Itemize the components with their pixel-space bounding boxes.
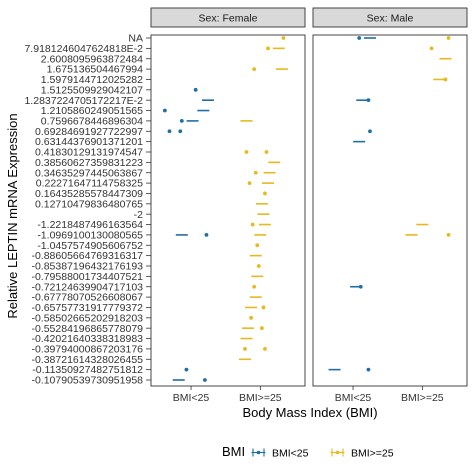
data-point <box>244 150 249 154</box>
y-tick-label: 0.7596678446896304 <box>41 116 143 128</box>
data-point <box>178 129 183 134</box>
data-point <box>256 264 261 268</box>
y-tick-label: 1.2105860249051565 <box>41 105 143 117</box>
y-tick-label: 0.41830129131974547 <box>35 147 143 159</box>
y-tick-label: -0.11350927482751812 <box>32 364 143 376</box>
y-tick-label: -1.0457574905606752 <box>37 240 143 252</box>
data-point <box>250 222 255 227</box>
y-tick-label: 0.63144376901371201 <box>35 136 143 148</box>
y-tick-label: 0.34635297445063867 <box>35 167 143 179</box>
y-tick-label: 1.2837224705172217E-2 <box>24 95 143 107</box>
legend-key-dot <box>256 450 261 455</box>
data-point <box>446 233 451 237</box>
y-tick-label: -0.65757731917779372 <box>31 302 143 314</box>
x-axis-title: Body Mass Index (BMI) <box>242 405 377 420</box>
legend: BMI BMI<25 BMI>=25 <box>222 443 394 462</box>
data-point <box>249 315 254 320</box>
y-tick-label: NA <box>128 33 143 45</box>
facet-strip <box>150 7 306 28</box>
data-point <box>358 284 363 289</box>
data-point <box>443 77 448 82</box>
data-point <box>429 46 434 51</box>
y-tick-label: 1.5979144712025282 <box>41 74 143 86</box>
data-point <box>193 87 198 92</box>
y-tick-label: -0.85387196432176193 <box>31 261 143 273</box>
data-point <box>204 233 209 237</box>
y-tick-label: 0.16435285578447309 <box>35 188 143 200</box>
y-tick-label: -0.38721614328026455 <box>31 354 143 366</box>
data-point <box>184 367 189 372</box>
y-axis-title: Relative LEPTIN mRNA Expression <box>5 113 20 318</box>
y-tick-label: 1.675136504467994 <box>47 64 144 76</box>
y-tick-label: -0.42021640338318983 <box>31 333 143 345</box>
panel-border <box>150 34 306 387</box>
y-tick-label: -0.79588001734407521 <box>31 271 143 283</box>
legend-label: BMI>=25 <box>351 448 394 460</box>
data-points <box>162 36 452 382</box>
data-point <box>266 46 270 51</box>
x-tick-label: BMI<25 <box>173 392 210 404</box>
y-tick-label: 0.12710479836480765 <box>35 198 143 210</box>
data-point <box>243 347 247 351</box>
x-tick-label: BMI>=25 <box>239 392 282 404</box>
data-point <box>162 108 167 113</box>
facet-panels: Sex: Female Sex: Male <box>150 7 468 387</box>
facet-strip-label: Sex: Male <box>367 13 414 25</box>
data-point <box>259 326 264 331</box>
y-tick-label: 7.9181246047624818E-2 <box>24 43 143 55</box>
x-tick-label: BMI>=25 <box>401 392 444 404</box>
data-point <box>261 305 266 310</box>
y-tick-label: -0.88605664769316317 <box>31 250 143 262</box>
data-point <box>253 170 258 175</box>
legend-entries: BMI<25 BMI>=25 <box>249 443 394 462</box>
y-tick-label: -1.2218487496163564 <box>37 219 143 231</box>
panel-border <box>312 34 468 387</box>
legend-label: BMI<25 <box>272 448 309 460</box>
data-point <box>252 284 257 289</box>
y-tick-label: -0.67778070526608067 <box>31 292 143 304</box>
data-point <box>252 67 257 71</box>
y-tick-label: 0.69284691927722997 <box>35 126 143 138</box>
legend-title: BMI <box>222 444 245 459</box>
data-point <box>368 129 372 134</box>
y-axis-tick-labels: NA7.9181246047624818E-22.600809596387248… <box>24 33 151 387</box>
y-tick-label: -1.0969100130080565 <box>37 230 143 242</box>
y-tick-label: -2 <box>134 209 143 221</box>
x-axis-tick-labels: BMI<25 BMI>=25 BMI<25 BMI>=25 <box>173 386 444 404</box>
data-point <box>366 98 371 103</box>
data-point <box>366 367 371 372</box>
y-tick-label: -0.39794000867203176 <box>31 344 143 356</box>
y-tick-label: 1.5125509929042107 <box>41 84 143 96</box>
facet-strip <box>312 7 468 28</box>
data-point <box>263 347 267 351</box>
x-tick-label: BMI<25 <box>335 392 372 404</box>
y-tick-label: 0.22271647114758325 <box>36 178 143 190</box>
data-point <box>203 378 207 382</box>
y-tick-label: -0.58502665202918203 <box>31 312 143 324</box>
data-point <box>247 181 252 185</box>
y-tick-label: -0.55284196865778079 <box>31 323 143 335</box>
legend-key-dot <box>335 450 340 455</box>
data-point <box>357 36 362 40</box>
data-point <box>281 36 286 40</box>
facet-strip-label: Sex: Female <box>199 13 258 25</box>
y-tick-label: 0.38560627359831223 <box>35 157 143 169</box>
y-tick-label: -0.10790539730951958 <box>31 375 143 387</box>
y-tick-label: 2.6008095963872484 <box>41 53 143 65</box>
data-point <box>179 119 184 123</box>
data-point <box>446 36 451 40</box>
data-point <box>167 129 172 134</box>
y-tick-label: -0.72124639904717103 <box>31 281 143 293</box>
data-point <box>263 191 267 196</box>
data-point <box>264 150 269 154</box>
data-point <box>255 243 260 248</box>
